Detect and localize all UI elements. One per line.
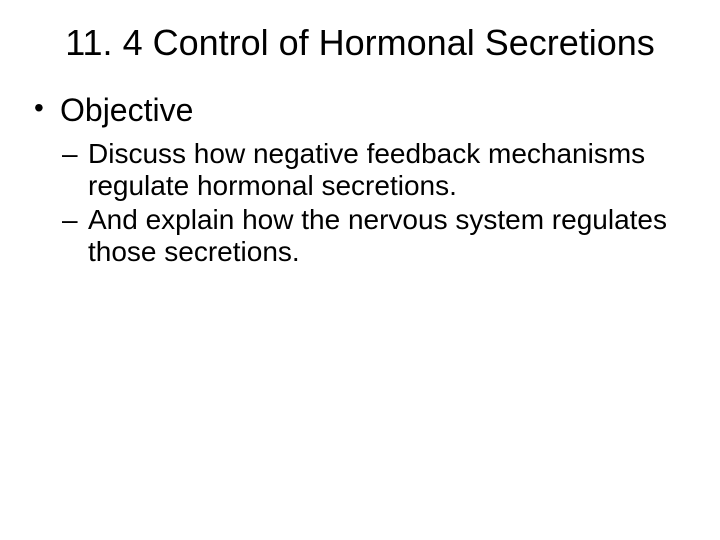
list-item: Objective Discuss how negative feedback … [30, 91, 680, 268]
bullet-list-level2: Discuss how negative feedback mechanisms… [60, 130, 680, 269]
bullet-text: Objective [60, 92, 193, 128]
list-item: And explain how the nervous system regul… [60, 204, 680, 268]
list-item: Discuss how negative feedback mechanisms… [60, 138, 680, 202]
slide-title: 11. 4 Control of Hormonal Secretions [0, 0, 720, 63]
slide: 11. 4 Control of Hormonal Secretions Obj… [0, 0, 720, 540]
slide-body: Objective Discuss how negative feedback … [0, 63, 720, 268]
bullet-text: And explain how the nervous system regul… [88, 204, 667, 267]
bullet-list-level1: Objective Discuss how negative feedback … [30, 91, 680, 268]
bullet-text: Discuss how negative feedback mechanisms… [88, 138, 645, 201]
